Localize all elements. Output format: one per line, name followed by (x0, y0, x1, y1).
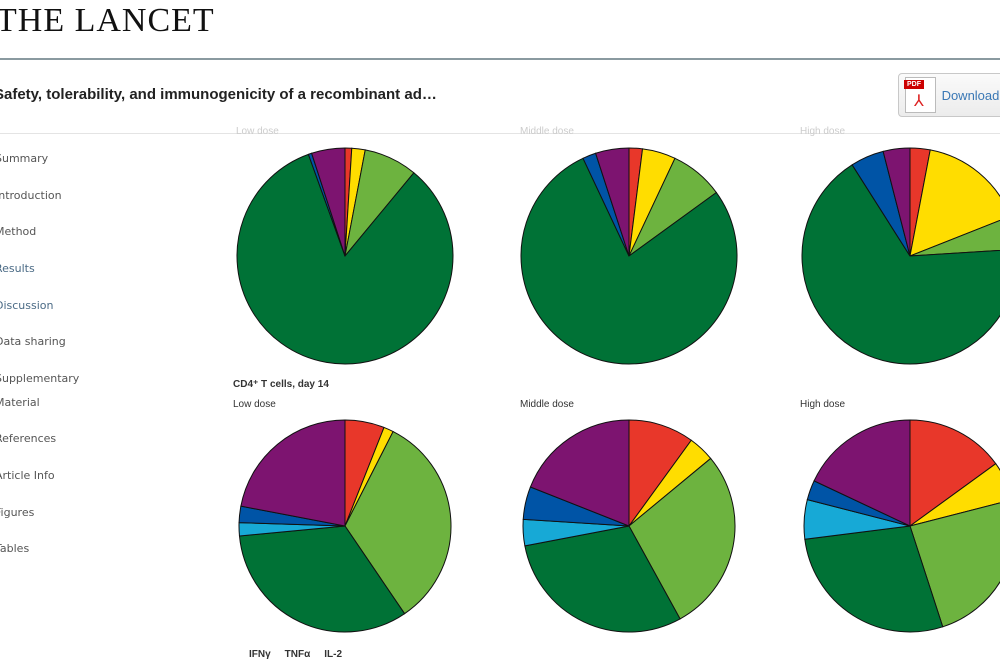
pie-slice (628, 457, 736, 620)
bottom-label-middle: Middle dose (520, 399, 574, 410)
sidebar-item-results[interactable]: Results (0, 262, 35, 276)
legend-il2: IL-2 (324, 649, 343, 660)
pie-0 (236, 147, 454, 365)
pie-slice (909, 419, 997, 527)
pie-slice (240, 419, 346, 527)
pie-slice (909, 462, 1000, 527)
lancet-logo[interactable]: THE LANCET (0, 2, 215, 39)
pdf-icon: PDF ⅄ (904, 77, 936, 113)
pie-5 (803, 419, 1000, 633)
sidebar-item-article-info[interactable]: Article Info (0, 468, 55, 482)
pdf-badge: PDF (904, 80, 924, 89)
pie-slice (310, 147, 346, 257)
sidebar-item-references[interactable]: References (0, 432, 57, 446)
bottom-label-high: High dose (800, 399, 846, 410)
pie-slice (882, 147, 911, 257)
pie-slice (236, 153, 454, 365)
pie-slice (909, 502, 1000, 628)
sidebar-item-summary[interactable]: Summary (0, 152, 49, 165)
pie-slice (909, 219, 1000, 257)
sidebar-nav: Summary Introduction Method Results Disc… (0, 152, 79, 579)
pie-slice (238, 525, 406, 633)
article-title: Safety, tolerability, and immunogenicity… (0, 86, 437, 103)
divider (0, 133, 1000, 134)
download-label: Download PDF (941, 87, 1000, 103)
pie-slice (909, 149, 1000, 257)
pie-slice (804, 525, 944, 633)
pie-slice (524, 525, 681, 633)
sidebar-item-supplementary[interactable]: Supplementary (0, 372, 80, 386)
sidebar-item-material[interactable]: Material (0, 396, 40, 410)
pie-1 (520, 147, 738, 365)
pie-slice (813, 419, 911, 527)
section-label: CD4⁺ T cells, day 14 (233, 379, 329, 390)
sidebar-item-method[interactable]: Method (0, 225, 37, 239)
pie-3 (238, 419, 452, 633)
sidebar-item-tables[interactable]: Tables (0, 542, 30, 556)
legend-tnfa: TNFα (284, 649, 311, 660)
header-rule (0, 58, 1000, 60)
sidebar-item-data-sharing[interactable]: Data sharing (0, 335, 66, 349)
sidebar-item-figures[interactable]: Figures (0, 505, 35, 519)
top-label-low: Low dose (236, 126, 279, 137)
legend: IFNγ TNFα IL-2 (249, 649, 342, 660)
pie-slice (529, 419, 630, 527)
pie-slice (344, 430, 452, 615)
sidebar-item-introduction[interactable]: Introduction (0, 188, 62, 202)
download-pdf-button[interactable]: PDF⅄ Download PDF (898, 73, 1000, 117)
pie-slice (801, 164, 1000, 365)
legend-ifng: IFNγ (249, 649, 271, 660)
sidebar-item-discussion[interactable]: Discussion (0, 298, 54, 312)
bottom-label-low: Low dose (233, 399, 276, 410)
top-label-middle: Middle dose (520, 126, 574, 137)
pie-4 (522, 419, 736, 633)
pie-slice (594, 147, 630, 257)
top-label-high: High dose (800, 126, 846, 137)
pie-2 (801, 147, 1000, 365)
pie-slice (520, 157, 738, 365)
